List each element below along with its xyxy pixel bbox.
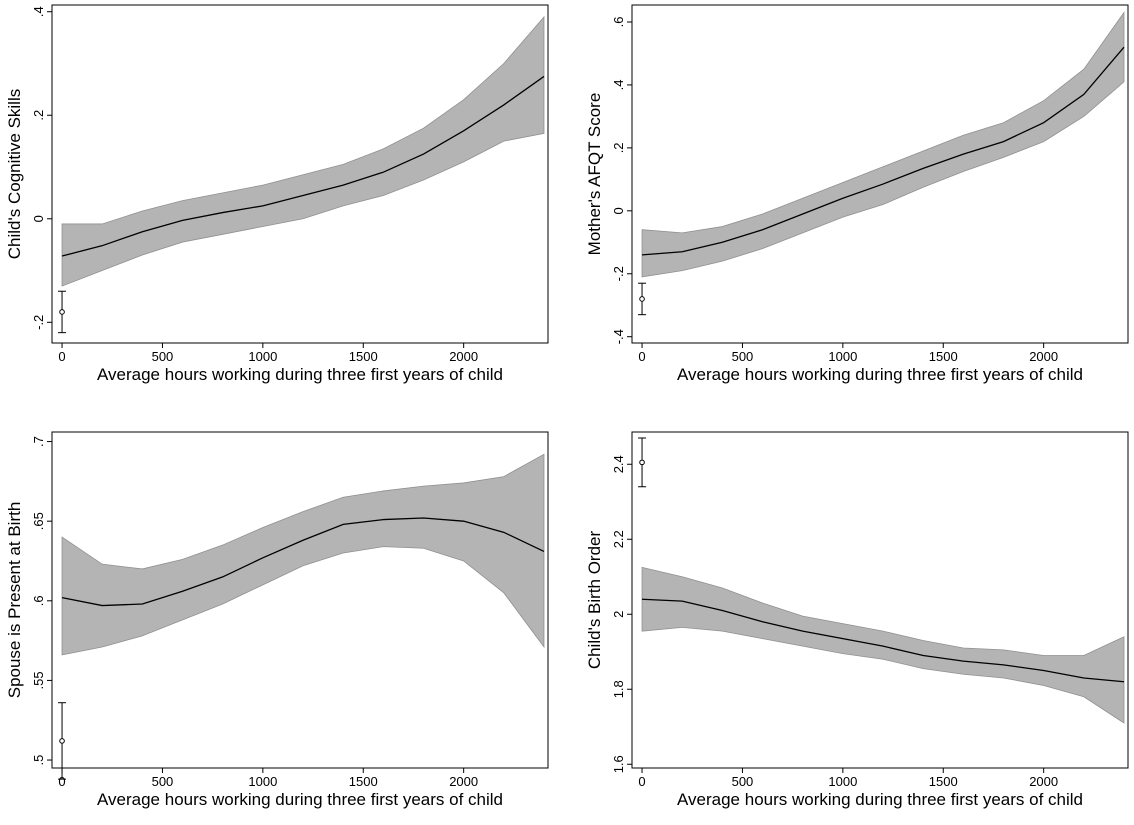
x-axis-title: Average hours working during three first… [677,365,1083,384]
y-tick-label: -.2 [611,266,626,281]
y-tick-label: .6 [611,17,626,28]
confidence-band [641,11,1125,278]
x-tick-label: 500 [152,349,174,364]
y-tick-label: -.2 [31,315,46,330]
y-tick-label: .55 [31,671,46,689]
y-tick-label: .6 [31,595,46,606]
x-tick-label: 2000 [1029,349,1058,364]
y-tick-label: 1.8 [611,680,626,698]
panel: 0 500 1000 1500 2000 -.4 -.2 0 .2 .4 .6 Average hou… [585,4,1129,384]
plot-frame [51,4,549,344]
plot-frame [51,431,549,769]
y-tick-label: .2 [611,142,626,153]
plot-frame [631,4,1129,344]
y-tick-label: .5 [31,755,46,766]
x-axis-title: Average hours working during three first… [97,790,503,809]
y-tick-label: .4 [611,80,626,91]
x-tick-label: 500 [732,349,754,364]
y-axis-title: Spouse is Present at Birth [5,502,24,699]
y-tick-label: 2.4 [611,455,626,473]
x-axis-title: Average hours working during three first… [677,790,1083,809]
x-tick-label: 1000 [828,774,857,789]
fit-line [61,75,545,257]
x-tick-label: 1000 [828,349,857,364]
x-tick-label: 500 [152,774,174,789]
x-tick-label: 1000 [248,349,277,364]
x-tick-label: 0 [58,774,65,789]
y-tick-label: .4 [31,6,46,17]
x-tick-label: 2000 [449,774,478,789]
x-tick-label: 1500 [349,349,378,364]
confidence-band [61,15,545,287]
y-tick-label: .65 [31,512,46,530]
y-tick-label: 2 [611,611,626,618]
x-tick-label: 1500 [929,349,958,364]
x-tick-label: 1500 [349,774,378,789]
x-tick-label: 0 [638,774,645,789]
panel: 0 500 1000 1500 2000 1.6 1.8 2 2.2 2.4 Average hou… [585,431,1129,809]
y-axis-title: Child's Cognitive Skills [5,89,24,259]
fit-line [61,517,545,607]
panel: 0 500 1000 1500 2000 .5 .55 .6 .65 .7 Average hour… [5,431,549,809]
point [639,459,645,466]
x-tick-label: 2000 [449,349,478,364]
y-tick-label: 0 [31,215,46,222]
y-tick-label: 2.2 [611,530,626,548]
y-tick-label: 1.6 [611,755,626,773]
x-tick-label: 1500 [929,774,958,789]
confidence-band [641,566,1125,724]
y-tick-label: -.4 [611,329,626,344]
y-axis-title: Mother's AFQT Score [585,93,604,256]
point [59,738,65,744]
fit-line [642,598,1125,683]
point [639,296,645,302]
y-axis-title: Child's Birth Order [585,530,604,669]
y-tick-label: 0 [611,207,626,214]
point [59,309,65,315]
plot-frame [631,431,1129,769]
x-tick-label: 2000 [1029,774,1058,789]
fit-line [641,46,1125,256]
y-tick-label: .7 [31,436,46,447]
x-axis-title: Average hours working during three first… [97,365,503,384]
x-tick-label: 500 [732,774,754,789]
x-tick-label: 0 [638,349,645,364]
y-tick-label: .2 [31,110,46,121]
x-tick-label: 0 [58,349,65,364]
x-tick-label: 1000 [248,774,277,789]
panel: 0 500 1000 1500 2000 -.2 0 .2 .4 Average hours wo… [5,4,549,384]
confidence-band [61,453,545,656]
